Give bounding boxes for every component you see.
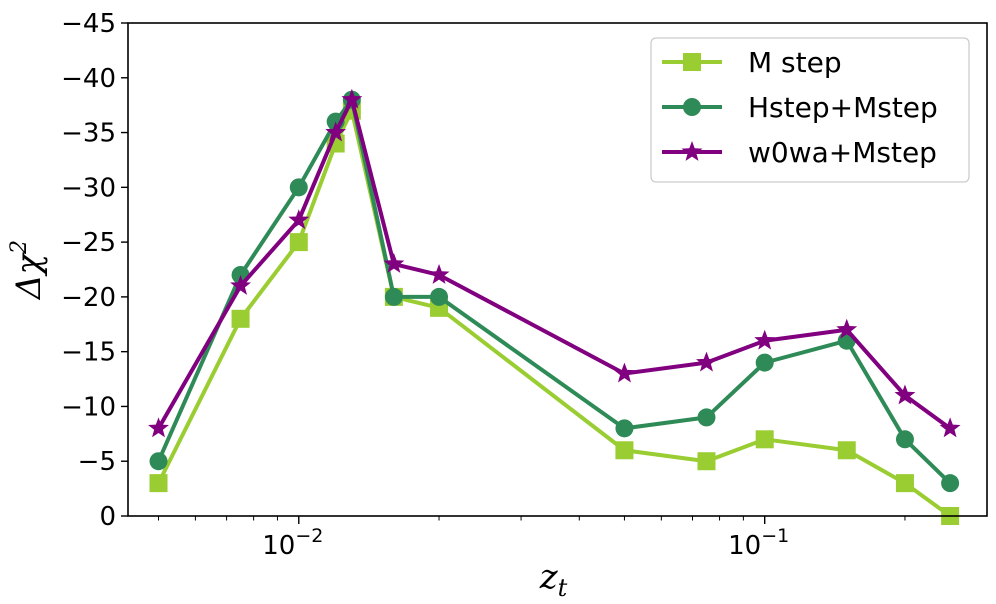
data-point-marker bbox=[895, 474, 914, 493]
data-point-marker bbox=[430, 287, 449, 306]
y-axis-label-superscript: 2 bbox=[7, 240, 32, 255]
data-point-marker bbox=[939, 417, 961, 438]
legend-entry: w0wa+Mstep bbox=[662, 136, 937, 169]
data-point-marker bbox=[149, 474, 168, 493]
data-point-marker bbox=[696, 351, 717, 372]
data-point-marker bbox=[148, 417, 169, 438]
data-series bbox=[148, 88, 961, 525]
legend-marker bbox=[683, 98, 701, 116]
data-point-marker bbox=[697, 452, 716, 471]
x-tick-label-exponent: −1 bbox=[761, 525, 789, 547]
data-point-marker bbox=[615, 419, 634, 438]
data-point-marker bbox=[383, 253, 405, 273]
tick-marks bbox=[121, 22, 906, 524]
data-point-marker bbox=[288, 209, 310, 230]
legend-marker bbox=[681, 141, 703, 161]
y-tick-label: −20 bbox=[61, 283, 116, 313]
data-point-marker bbox=[697, 408, 716, 427]
y-tick-label: 0 bbox=[99, 502, 116, 532]
x-tick-label: 10−1 bbox=[728, 525, 789, 561]
y-axis-label-main: Δχ bbox=[9, 252, 49, 302]
x-axis-label: zt bbox=[539, 557, 568, 602]
y-tick-label: −10 bbox=[61, 392, 116, 422]
data-point-marker bbox=[428, 263, 450, 284]
data-point-marker bbox=[289, 178, 308, 197]
data-point-marker bbox=[149, 452, 168, 471]
data-point-marker bbox=[895, 430, 914, 449]
y-tick-label: −30 bbox=[61, 173, 116, 203]
legend-entry: M step bbox=[662, 46, 842, 79]
x-tick-label-exponent: −2 bbox=[295, 525, 323, 547]
data-point-marker bbox=[341, 88, 363, 109]
data-point-marker bbox=[384, 287, 403, 306]
data-point-marker bbox=[289, 233, 308, 252]
x-axis-label-main: z bbox=[539, 557, 559, 597]
y-axis-label: Δχ2 bbox=[7, 240, 49, 301]
data-point-marker bbox=[613, 362, 635, 383]
legend-entry: Hstep+Mstep bbox=[662, 91, 938, 124]
y-tick-label: −40 bbox=[61, 64, 116, 94]
data-point-marker bbox=[836, 318, 858, 339]
legend-marker bbox=[683, 53, 701, 71]
x-tick-label: 10−2 bbox=[262, 525, 323, 561]
legend-label: M step bbox=[748, 46, 842, 79]
legend-label: Hstep+Mstep bbox=[748, 91, 938, 124]
series-w0wa-mstep bbox=[148, 88, 961, 438]
legend-label: w0wa+Mstep bbox=[748, 136, 937, 169]
data-point-marker bbox=[894, 384, 916, 405]
plot-area-frame bbox=[127, 22, 988, 517]
y-tick-label: −25 bbox=[61, 228, 116, 258]
legend-box bbox=[650, 37, 970, 183]
x-tick-label-base: 10 bbox=[728, 531, 761, 561]
y-tick-label: −5 bbox=[78, 447, 116, 477]
data-point-marker bbox=[755, 430, 774, 449]
data-point-marker bbox=[615, 441, 634, 460]
legend: M step Hstep+Mstep w0wa+Mstep bbox=[650, 37, 970, 183]
data-point-marker bbox=[754, 329, 776, 350]
y-tick-label: −15 bbox=[61, 338, 116, 368]
data-point-marker bbox=[230, 274, 252, 295]
data-point-marker bbox=[755, 353, 774, 372]
y-tick-label: −35 bbox=[61, 119, 116, 149]
y-tick-label: −45 bbox=[61, 9, 116, 39]
data-point-marker bbox=[837, 441, 856, 460]
data-point-marker bbox=[941, 474, 960, 493]
data-point-marker bbox=[231, 309, 250, 328]
x-axis-label-subscript: t bbox=[558, 574, 568, 602]
x-tick-label-base: 10 bbox=[262, 531, 295, 561]
data-point-marker bbox=[325, 121, 347, 142]
